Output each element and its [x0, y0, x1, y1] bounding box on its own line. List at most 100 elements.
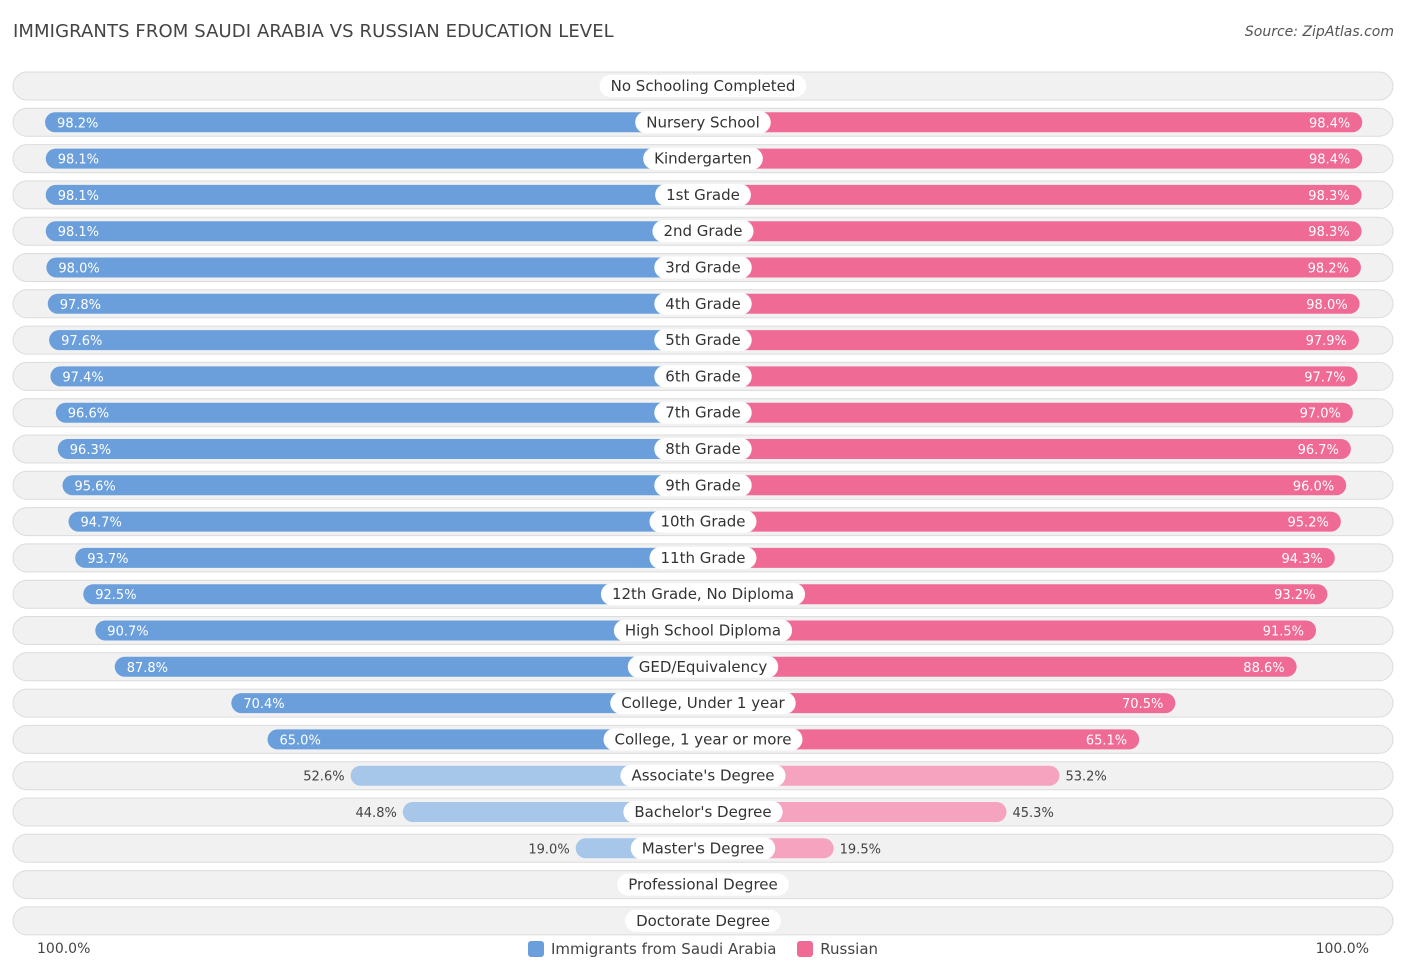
bar-russian-7th-grade[interactable]	[703, 402, 1353, 423]
category-label-10th-grade: 10th Grade	[661, 513, 746, 531]
bar-saudi-arabia-high-school-diploma[interactable]	[95, 620, 703, 641]
category-label-college-under-1-year: College, Under 1 year	[621, 694, 785, 712]
value-label-saudi-arabia-high-school-diploma: 90.7%	[107, 625, 148, 640]
value-label-saudi-arabia-nursery-school: 98.2%	[57, 116, 98, 131]
bar-saudi-arabia-9th-grade[interactable]	[62, 475, 704, 496]
value-label-russian-high-school-diploma: 91.5%	[1263, 625, 1304, 640]
legend-swatch-saudi-arabia	[527, 941, 544, 957]
bar-russian-9th-grade[interactable]	[703, 475, 1347, 496]
bar-russian-college-under-1-year[interactable]	[703, 693, 1176, 714]
bar-saudi-arabia-2nd-grade[interactable]	[45, 221, 704, 242]
value-label-saudi-arabia-ged-equivalency: 87.8%	[127, 661, 168, 676]
bar-russian-5th-grade[interactable]	[703, 330, 1359, 351]
bar-saudi-arabia-6th-grade[interactable]	[50, 366, 704, 387]
category-pill-8th-grade	[654, 438, 752, 460]
value-label-russian-6th-grade: 97.7%	[1304, 370, 1345, 385]
legend-item-russian[interactable]: Russian	[797, 940, 878, 958]
bar-saudi-arabia-1st-grade[interactable]	[45, 184, 704, 205]
bar-russian-nursery-school[interactable]	[703, 112, 1363, 133]
bar-russian-8th-grade[interactable]	[703, 439, 1351, 459]
bar-russian-6th-grade[interactable]	[703, 366, 1358, 387]
value-label-saudi-arabia-9th-grade: 95.6%	[74, 479, 115, 494]
bar-saudi-arabia-college-under-1-year[interactable]	[231, 693, 703, 714]
category-label-nursery-school: Nursery School	[646, 113, 760, 131]
category-label-kindergarten: Kindergarten	[654, 150, 752, 168]
bar-russian-4th-grade[interactable]	[703, 293, 1360, 314]
value-label-russian-3rd-grade: 98.2%	[1308, 262, 1349, 277]
value-label-saudi-arabia-bachelor-s-degree: 44.8%	[356, 806, 397, 821]
category-pill-professional-degree	[617, 873, 789, 896]
value-label-russian-1st-grade: 98.3%	[1308, 189, 1349, 204]
bar-saudi-arabia-3rd-grade[interactable]	[46, 257, 703, 278]
bar-saudi-arabia-nursery-school[interactable]	[45, 112, 704, 133]
category-pill-college-under-1-year	[610, 692, 796, 715]
value-label-saudi-arabia-5th-grade: 97.6%	[61, 334, 102, 349]
category-pill-doctorate-degree	[625, 909, 781, 932]
category-pill-master-s-degree	[630, 837, 776, 860]
bar-russian-10th-grade[interactable]	[703, 511, 1341, 532]
bar-russian-1st-grade[interactable]	[703, 184, 1362, 205]
category-label-7th-grade: 7th Grade	[665, 404, 740, 422]
value-label-russian-ged-equivalency: 88.6%	[1243, 661, 1284, 676]
bar-saudi-arabia-5th-grade[interactable]	[49, 330, 703, 351]
category-label-bachelor-s-degree: Bachelor's Degree	[634, 803, 771, 821]
value-label-russian-2nd-grade: 98.3%	[1308, 225, 1349, 240]
value-label-russian-12th-grade-no-diploma: 93.2%	[1274, 588, 1315, 603]
category-label-12th-grade-no-diploma: 12th Grade, No Diploma	[612, 585, 794, 603]
value-label-russian-master-s-degree: 19.5%	[840, 842, 881, 857]
bar-saudi-arabia-associate-s-degree[interactable]	[350, 765, 703, 786]
bar-russian-college-1-year-or-more[interactable]	[703, 729, 1140, 750]
bar-russian-high-school-diploma[interactable]	[703, 620, 1317, 641]
category-pill-college-1-year-or-more	[603, 728, 803, 751]
bar-saudi-arabia-8th-grade[interactable]	[57, 439, 704, 459]
bar-russian-12th-grade-no-diploma[interactable]	[703, 584, 1328, 605]
category-pill-7th-grade	[654, 401, 752, 424]
value-label-saudi-arabia-master-s-degree: 19.0%	[528, 842, 569, 857]
category-label-high-school-diploma: High School Diploma	[625, 622, 781, 640]
category-pill-kindergarten	[643, 147, 763, 170]
value-label-saudi-arabia-10th-grade: 94.7%	[81, 516, 122, 531]
value-label-russian-kindergarten: 98.4%	[1309, 153, 1350, 168]
value-label-russian-10th-grade: 95.2%	[1288, 516, 1329, 531]
category-pill-associate-s-degree	[620, 764, 786, 787]
bar-saudi-arabia-7th-grade[interactable]	[55, 402, 703, 423]
bar-russian-ged-equivalency[interactable]	[703, 656, 1297, 677]
bar-russian-11th-grade[interactable]	[703, 547, 1335, 568]
category-label-no-schooling-completed: No Schooling Completed	[611, 77, 796, 95]
value-label-saudi-arabia-2nd-grade: 98.1%	[58, 225, 99, 240]
bar-saudi-arabia-college-1-year-or-more[interactable]	[267, 729, 704, 750]
category-label-8th-grade: 8th Grade	[665, 440, 740, 458]
category-pill-nursery-school	[635, 111, 771, 134]
chart-title: IMMIGRANTS FROM SAUDI ARABIA VS RUSSIAN …	[13, 21, 614, 42]
category-pill-ged-equivalency	[627, 655, 779, 678]
legend-item-saudi-arabia[interactable]: Immigrants from Saudi Arabia	[527, 940, 777, 958]
legend-label-saudi-arabia: Immigrants from Saudi Arabia	[550, 940, 777, 958]
category-label-master-s-degree: Master's Degree	[642, 839, 765, 857]
category-pill-high-school-diploma	[613, 619, 793, 642]
value-label-saudi-arabia-kindergarten: 98.1%	[58, 153, 99, 168]
category-label-associate-s-degree: Associate's Degree	[631, 767, 774, 785]
bar-saudi-arabia-kindergarten[interactable]	[45, 148, 704, 169]
axis-right-label: 100.0%	[1315, 941, 1369, 957]
bar-russian-kindergarten[interactable]	[703, 148, 1363, 169]
bar-saudi-arabia-11th-grade[interactable]	[75, 547, 703, 568]
bar-russian-2nd-grade[interactable]	[703, 221, 1362, 242]
source-credit: Source: ZipAtlas.com	[1244, 24, 1394, 40]
bar-russian-associate-s-degree[interactable]	[703, 765, 1060, 786]
value-label-saudi-arabia-associate-s-degree: 52.6%	[303, 770, 344, 785]
bar-saudi-arabia-10th-grade[interactable]	[68, 511, 703, 532]
bar-saudi-arabia-12th-grade-no-diploma[interactable]	[83, 584, 703, 605]
category-label-3rd-grade: 3rd Grade	[665, 259, 740, 277]
value-label-saudi-arabia-6th-grade: 97.4%	[62, 370, 103, 385]
category-label-doctorate-degree: Doctorate Degree	[636, 912, 770, 930]
category-pill-11th-grade	[649, 546, 757, 569]
bar-saudi-arabia-4th-grade[interactable]	[47, 293, 704, 314]
bar-russian-3rd-grade[interactable]	[703, 257, 1361, 278]
category-label-college-1-year-or-more: College, 1 year or more	[614, 730, 791, 748]
legend-swatch-russian	[797, 941, 814, 957]
value-label-saudi-arabia-12th-grade-no-diploma: 92.5%	[95, 588, 136, 603]
bar-saudi-arabia-ged-equivalency[interactable]	[114, 656, 704, 677]
value-label-russian-9th-grade: 96.0%	[1293, 479, 1334, 494]
category-pill-9th-grade	[654, 474, 752, 497]
value-label-russian-11th-grade: 94.3%	[1281, 552, 1322, 567]
